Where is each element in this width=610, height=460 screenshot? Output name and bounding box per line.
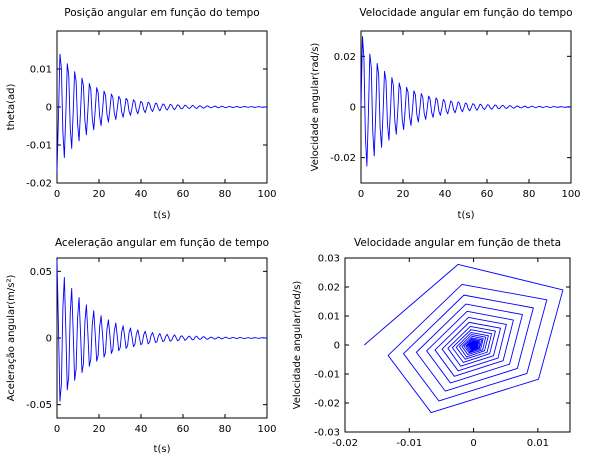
y-tick-label: -0.03 — [314, 428, 340, 439]
x-axis-label: t(s) — [154, 444, 171, 455]
y-tick-label: -0.02 — [26, 179, 52, 190]
chart-panel-1: Posição angular em função do tempo 0 20 40 6… — [6, 7, 277, 221]
x-tick-label: 20 — [93, 424, 106, 435]
y-tick-label: 0 — [350, 103, 356, 114]
x-tick-label: -0.01 — [396, 438, 422, 449]
x-tick-label: 0.01 — [527, 438, 549, 449]
y-tick-label: -0.02 — [314, 399, 340, 410]
x-tick-label: 40 — [135, 189, 148, 200]
series-line-1 — [56, 260, 267, 402]
y-tick-label: -0.02 — [330, 153, 356, 164]
x-tick-label: 100 — [561, 189, 580, 200]
series-line-1 — [56, 53, 267, 172]
y-tick-label: 0.01 — [30, 65, 52, 76]
y-tick-label: -0.05 — [26, 400, 52, 411]
x-tick-label: 0 — [358, 189, 364, 200]
x-tick-label: 60 — [481, 189, 494, 200]
y-tick-label: 0.02 — [334, 52, 356, 63]
y-axis-label: Aceleração angular(m/s²) — [6, 275, 17, 402]
x-tick-label: 20 — [397, 189, 410, 200]
series-line-1 — [363, 263, 564, 414]
y-tick-label: -0.01 — [26, 141, 52, 152]
y-axis-label: Velocidade angular(rad/s) — [292, 281, 303, 410]
chart-title: Velocidade angular em função do tempo — [359, 7, 572, 19]
y-tick-label: 0 — [46, 103, 52, 114]
y-tick-label: 0.01 — [318, 312, 340, 323]
x-axis-label: t(s) — [458, 210, 475, 221]
x-tick-label: 0 — [54, 424, 60, 435]
chart-panel-2: Velocidade angular em função do tempo 0 20… — [310, 7, 581, 221]
y-tick-label: 0.02 — [318, 283, 340, 294]
chart-panel-4: Velocidade angular em função de theta -0.… — [292, 237, 571, 449]
y-tick-label: 0 — [334, 341, 340, 352]
x-tick-label: -0.02 — [332, 438, 358, 449]
series-line-1 — [360, 36, 572, 167]
x-tick-label: 60 — [177, 424, 190, 435]
plot-frame — [344, 257, 571, 433]
x-tick-label: 80 — [219, 189, 232, 200]
chart-title: Posição angular em função do tempo — [64, 7, 259, 19]
x-tick-label: 40 — [439, 189, 452, 200]
y-tick-label: 0.03 — [318, 254, 340, 265]
x-tick-label: 100 — [257, 189, 276, 200]
y-tick-label: -0.01 — [314, 370, 340, 381]
y-axis-label: theta(ad) — [6, 84, 17, 131]
x-tick-label: 100 — [257, 424, 276, 435]
y-axis-label: Velocidade angular(rad/s) — [310, 43, 321, 172]
chart-title: Aceleração angular em função de tempo — [55, 237, 269, 249]
x-tick-label: 0 — [54, 189, 60, 200]
chart-title: Velocidade angular em função de theta — [354, 237, 561, 249]
x-tick-label: 80 — [219, 424, 232, 435]
x-tick-label: 20 — [93, 189, 106, 200]
x-tick-label: 80 — [523, 189, 536, 200]
y-tick-label: 0.05 — [30, 267, 52, 278]
plot-frame — [360, 30, 572, 184]
x-tick-label: 0 — [470, 438, 476, 449]
chart-panel-3: Aceleração angular em função de tempo 0 20… — [6, 237, 277, 455]
x-tick-label: 40 — [135, 424, 148, 435]
x-tick-label: 60 — [177, 189, 190, 200]
y-tick-label: 0 — [46, 334, 52, 345]
x-axis-label: t(s) — [154, 210, 171, 221]
